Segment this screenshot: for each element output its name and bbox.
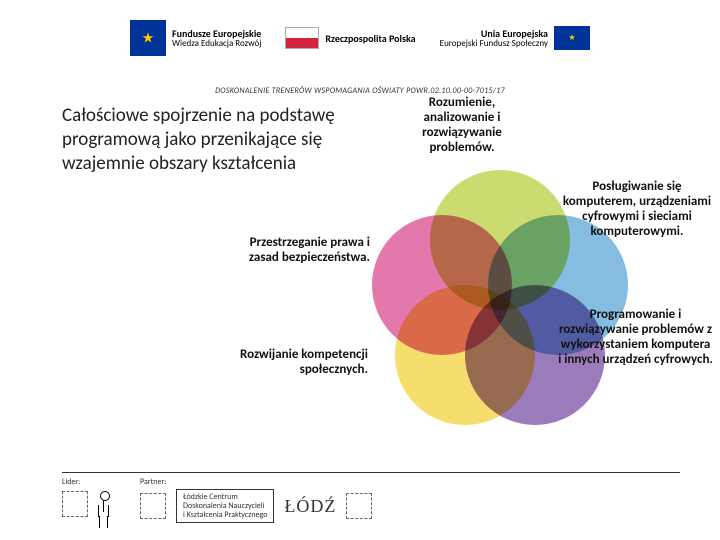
flag-pl-icon xyxy=(285,27,319,49)
logo-rp: Rzeczpospolita Polska xyxy=(285,27,415,49)
ue-sub: Europejski Fundusz Społeczny xyxy=(440,38,548,49)
header-logos: Fundusze Europejskie Wiedza Edukacja Roz… xyxy=(130,8,590,68)
lider-tag: Lider: xyxy=(62,477,114,487)
lodz-logo: ŁÓDŹ xyxy=(284,496,336,517)
footer: Lider: Partner: Łódzkie Centrum Doskonal… xyxy=(62,472,680,532)
page-heading: Całościowe spojrzenie na podstawę progra… xyxy=(62,104,362,175)
label-bottom-right: Programowanie i rozwiązywanie problemów … xyxy=(558,308,713,368)
label-left: Przestrzeganie prawa i zasad bezpieczeńs… xyxy=(222,236,370,266)
label-right: Posługiwanie się komputerem, urządzeniam… xyxy=(562,180,712,240)
label-top: Rozumienie, analizowanie i rozwiązywanie… xyxy=(392,96,532,156)
rp-title: Rzeczpospolita Polska xyxy=(325,33,415,44)
partner-line3: i Kształcenia Praktycznego xyxy=(183,511,267,520)
flag-eu-icon xyxy=(554,26,590,50)
footer-partner: Partner: Łódzkie Centrum Doskonalenia Na… xyxy=(140,477,372,523)
logo-fundusze: Fundusze Europejskie Wiedza Edukacja Roz… xyxy=(130,20,261,56)
fundusze-sub: Wiedza Edukacja Rozwój xyxy=(172,38,261,49)
ue-text: Unia Europejska Europejski Fundusz Społe… xyxy=(440,28,548,49)
stick-figure-icon xyxy=(94,491,114,519)
venn-circle-left xyxy=(372,215,512,355)
footer-lider: Lider: xyxy=(62,477,114,519)
fundusze-icon xyxy=(130,20,166,56)
slide-page: Fundusze Europejskie Wiedza Edukacja Roz… xyxy=(0,0,720,540)
partner-box: Łódzkie Centrum Doskonalenia Nauczycieli… xyxy=(176,489,274,523)
partner-tag: Partner: xyxy=(140,477,372,487)
lider-logo-icon xyxy=(62,491,88,517)
fundusze-text: Fundusze Europejskie Wiedza Edukacja Roz… xyxy=(172,28,261,49)
label-bottom-left: Rozwijanie kompetencji społecznych. xyxy=(238,348,368,378)
lodz-scribble-icon xyxy=(346,493,372,519)
logo-ue: Unia Europejska Europejski Fundusz Społe… xyxy=(440,26,590,50)
rp-text: Rzeczpospolita Polska xyxy=(325,33,415,44)
partner-logo-icon xyxy=(140,493,166,519)
